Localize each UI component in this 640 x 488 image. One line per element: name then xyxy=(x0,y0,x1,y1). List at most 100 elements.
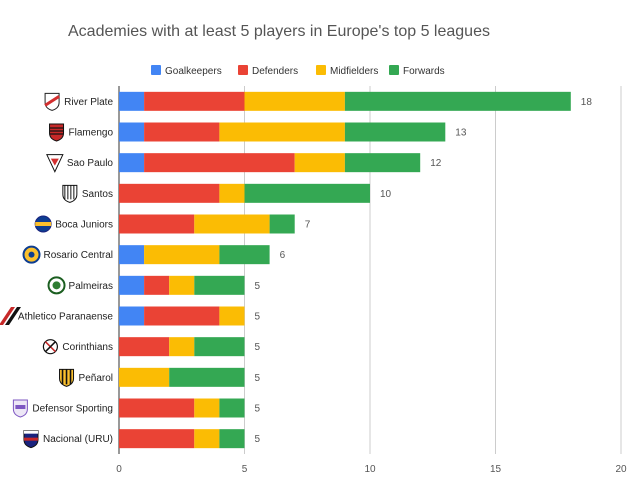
bar-total-label: 5 xyxy=(255,342,261,353)
bar-segment xyxy=(144,122,220,142)
bar-segment xyxy=(344,153,421,173)
river-plate-crest-icon xyxy=(44,92,60,111)
bar-segment xyxy=(194,337,245,357)
bar-segment xyxy=(219,398,245,418)
category-label: Boca Juniors xyxy=(55,220,113,231)
bar-segment xyxy=(219,183,245,203)
palmeiras-crest-icon xyxy=(47,276,66,295)
category-label: Flamengo xyxy=(69,128,114,139)
bar-total-label: 7 xyxy=(305,220,311,231)
x-axis-ticks: 0 5 10 15 20 xyxy=(116,464,627,475)
bar-segment xyxy=(194,275,245,295)
bar-segment xyxy=(169,275,195,295)
x-tick-label: 5 xyxy=(242,464,248,475)
bar-total-label: 5 xyxy=(255,404,261,415)
bar-segment xyxy=(344,122,446,142)
santos-crest-icon xyxy=(62,184,78,203)
category-label: Nacional (URU) xyxy=(43,434,113,445)
x-tick-label: 10 xyxy=(364,464,376,475)
bar-total-label: 13 xyxy=(455,128,467,139)
bar-segment xyxy=(144,153,295,173)
category-label: River Plate xyxy=(64,97,113,108)
bar-segment xyxy=(219,306,245,326)
category-label: Corinthians xyxy=(62,342,113,353)
category-label: Athletico Paranaense xyxy=(18,312,114,323)
legend-label: Forwards xyxy=(403,66,445,77)
bar-segment xyxy=(119,275,145,295)
legend-swatch xyxy=(238,65,248,75)
category-labels: River Plate Flamengo Sao Paulo Santos Boca J… xyxy=(0,92,114,449)
bar-segment xyxy=(244,91,345,111)
penarol-crest-icon xyxy=(59,368,75,387)
legend-label: Goalkeepers xyxy=(165,66,222,77)
nacional-uru-crest-icon xyxy=(23,430,39,449)
bar-segment xyxy=(169,367,245,387)
bar-segment xyxy=(294,153,345,173)
legend-label: Midfielders xyxy=(330,66,378,77)
legend-item: Defenders xyxy=(238,65,298,77)
bar-segment xyxy=(119,429,195,449)
legend-swatch xyxy=(389,65,399,75)
bar-segment xyxy=(194,214,270,234)
chart-title: Academies with at least 5 players in Eur… xyxy=(68,23,490,40)
legend-swatch xyxy=(316,65,326,75)
bar-segment xyxy=(119,306,145,326)
x-tick-label: 0 xyxy=(116,464,122,475)
category-label: Santos xyxy=(82,189,113,200)
bar-segment xyxy=(119,122,145,142)
x-tick-label: 15 xyxy=(490,464,502,475)
bar-total-label: 5 xyxy=(255,373,261,384)
bar-segment xyxy=(219,122,345,142)
bar-segment xyxy=(269,214,295,234)
gridlines xyxy=(118,86,622,454)
legend-item: Midfielders xyxy=(316,65,378,77)
bar-total-label: 5 xyxy=(255,434,261,445)
bar-segment xyxy=(119,398,195,418)
category-label: Defensor Sporting xyxy=(32,404,113,415)
sao-paulo-crest-icon xyxy=(46,154,64,173)
legend-item: Goalkeepers xyxy=(151,65,222,77)
x-tick-label: 20 xyxy=(615,464,627,475)
athletico-paranaense-crest-icon xyxy=(0,307,21,325)
bar-segment xyxy=(144,91,245,111)
bar-segment xyxy=(344,91,571,111)
category-label: Rosario Central xyxy=(44,250,113,261)
bar-segment xyxy=(119,91,145,111)
category-label: Palmeiras xyxy=(69,281,113,292)
bar-segment xyxy=(119,337,170,357)
legend: Goalkeepers Defenders Midfielders Forwards xyxy=(151,65,445,77)
boca-juniors-crest-icon xyxy=(34,215,52,233)
bar-segment xyxy=(144,306,220,326)
bar-total-label: 6 xyxy=(280,250,286,261)
bar-total-label: 5 xyxy=(255,312,261,323)
bar-total-label: 18 xyxy=(581,97,593,108)
defensor-sporting-crest-icon xyxy=(12,399,28,418)
bar-segment xyxy=(194,429,220,449)
bar-total-label: 5 xyxy=(255,281,261,292)
category-label: Peñarol xyxy=(79,373,113,384)
bar-segment xyxy=(219,245,270,265)
bar-segment xyxy=(119,183,220,203)
corinthians-crest-icon xyxy=(42,339,59,355)
bar-segment xyxy=(119,214,195,234)
bar-segment xyxy=(219,429,245,449)
bar-segment xyxy=(194,398,220,418)
legend-item: Forwards xyxy=(389,65,445,77)
bar-total-label: 10 xyxy=(380,189,392,200)
bar-segment xyxy=(244,183,370,203)
legend-label: Defenders xyxy=(252,66,298,77)
bar-segment xyxy=(144,245,220,265)
flamengo-crest-icon xyxy=(49,123,65,142)
bar-segment xyxy=(169,337,195,357)
bar-segment xyxy=(119,367,170,387)
bar-segment xyxy=(119,153,145,173)
rosario-central-crest-icon xyxy=(22,245,41,264)
category-label: Sao Paulo xyxy=(67,158,114,169)
bars: 18 13 12 10 7 6 5 5 5 5 5 5 xyxy=(119,91,593,449)
legend-swatch xyxy=(151,65,161,75)
bar-segment xyxy=(119,245,145,265)
bar-total-label: 12 xyxy=(430,158,442,169)
bar-segment xyxy=(144,275,170,295)
